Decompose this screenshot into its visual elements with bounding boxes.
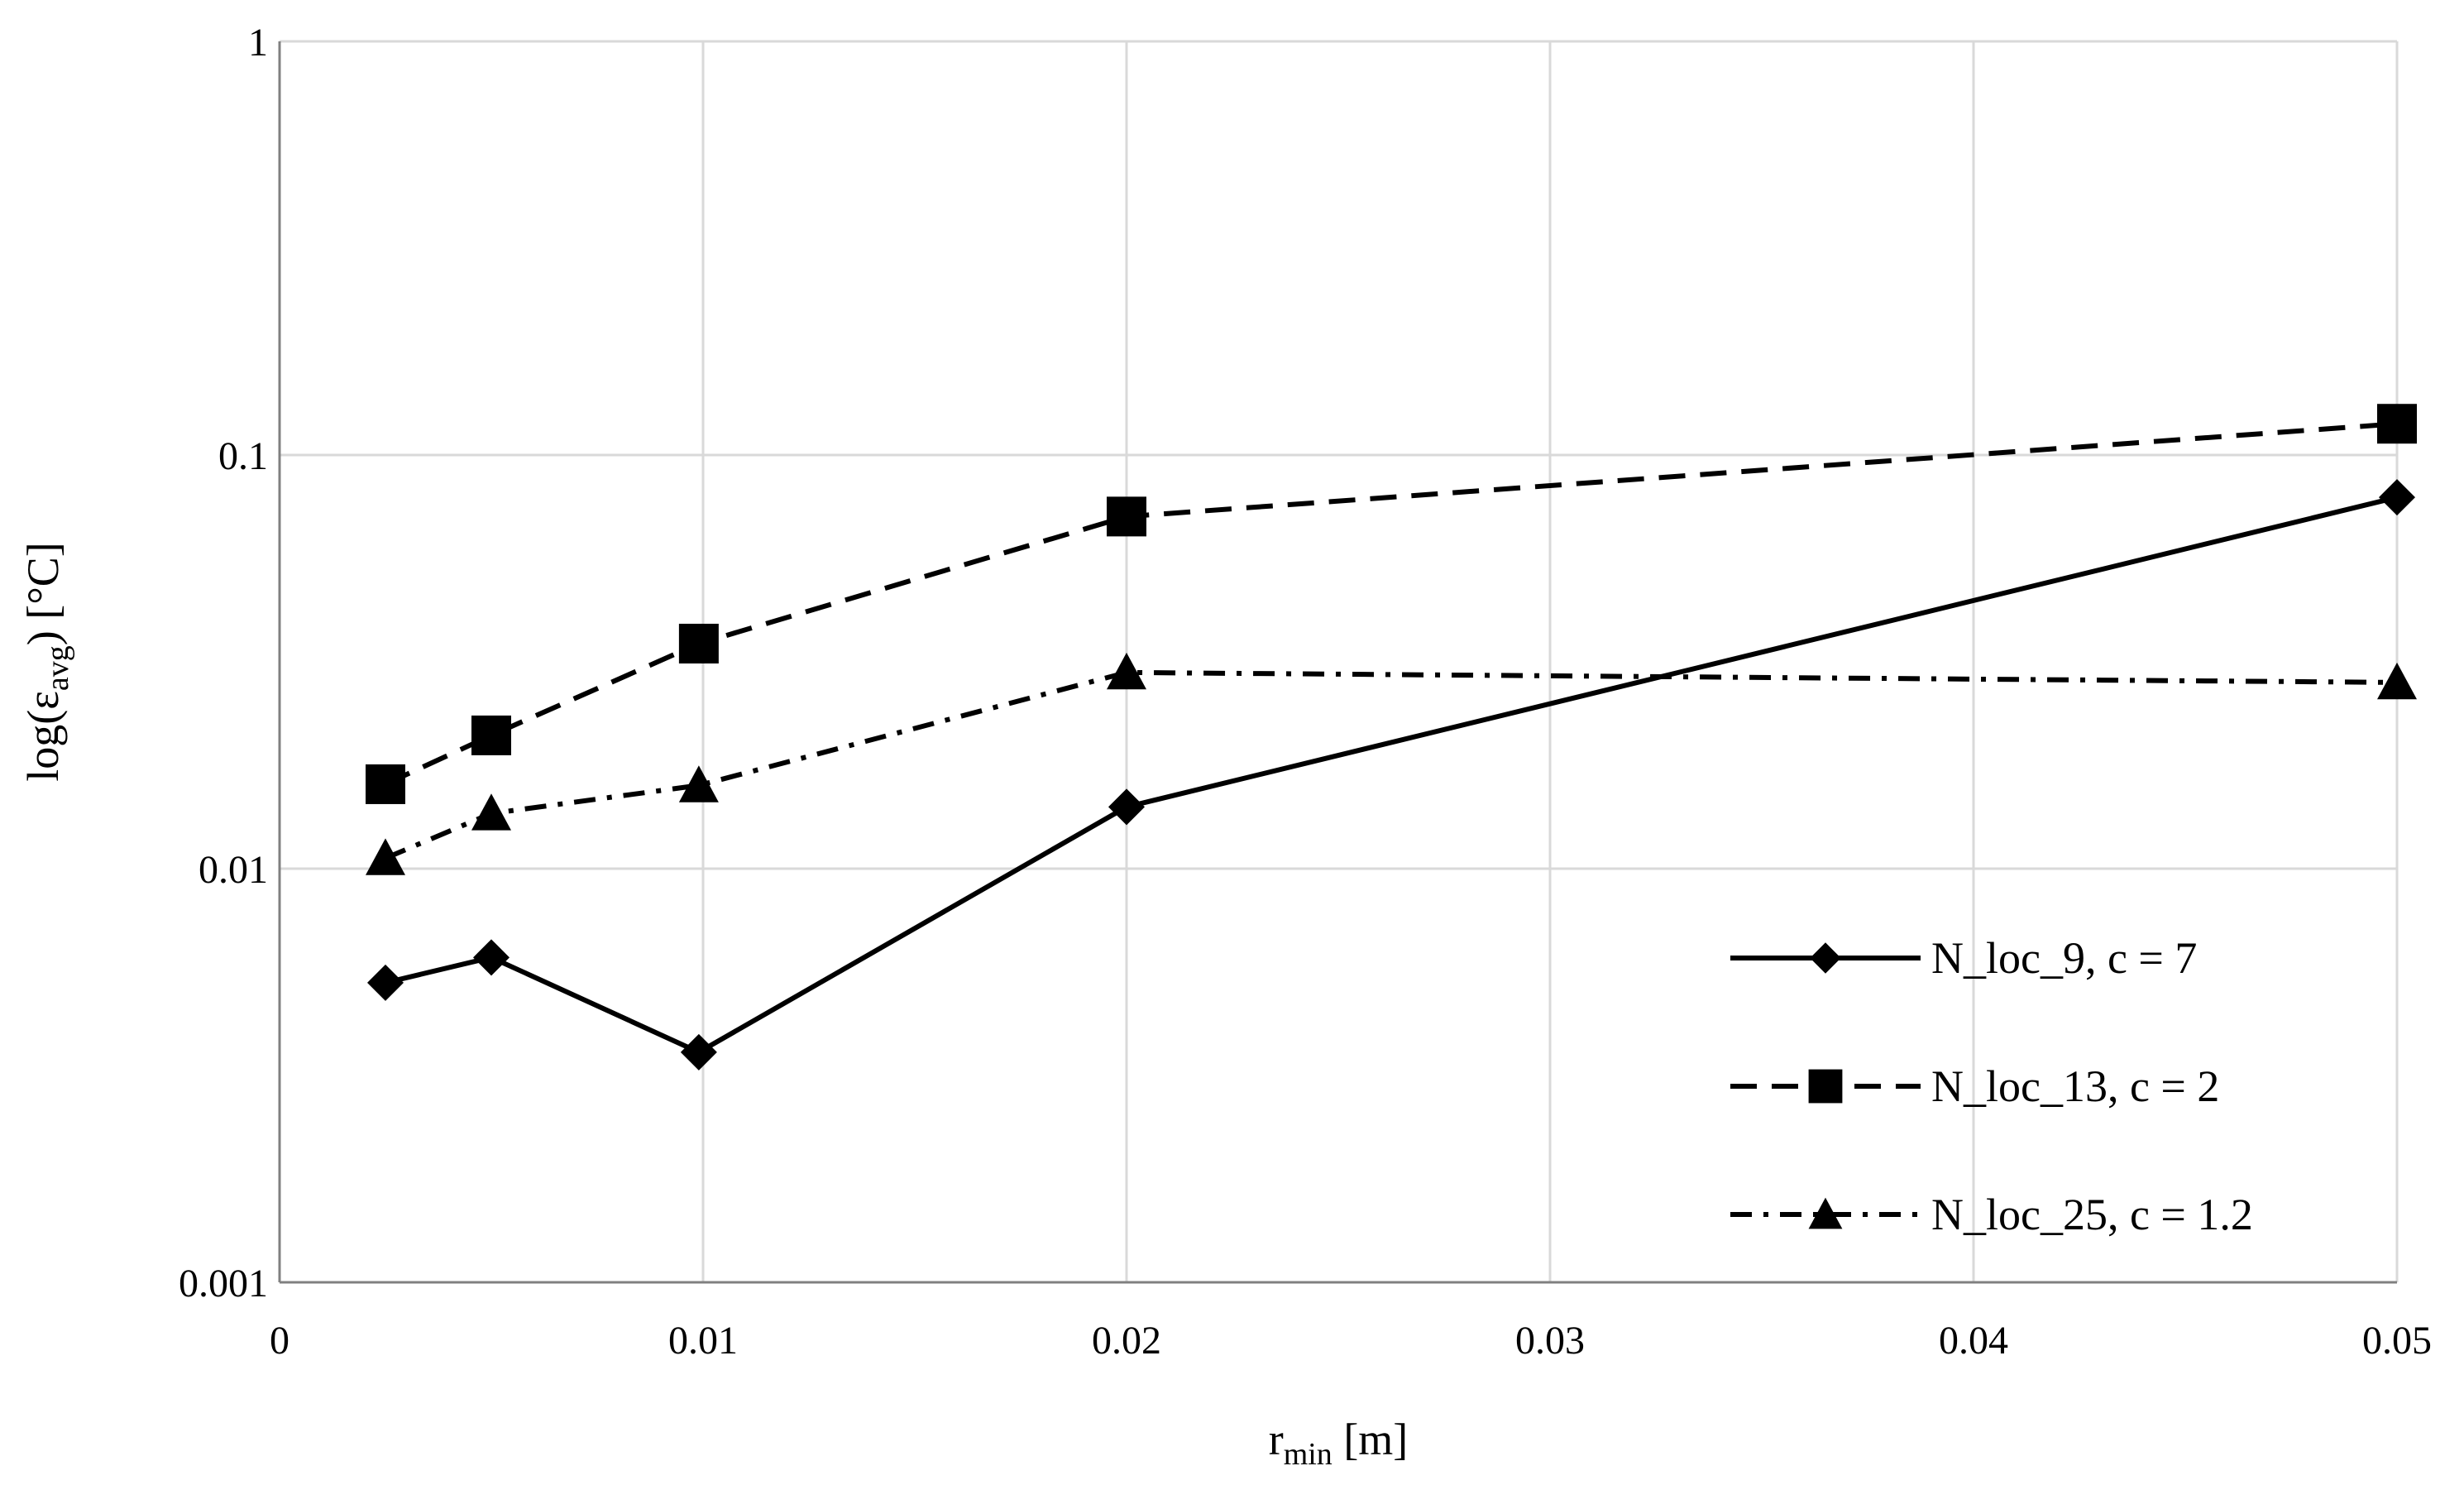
y-axis-label-subscript: avg bbox=[41, 645, 75, 691]
legend-label: N_loc_25, c = 1.2 bbox=[1931, 1190, 2253, 1239]
series-1 bbox=[367, 479, 2415, 1071]
x-tick-label: 0.04 bbox=[1939, 1319, 2008, 1363]
y-tick-label: 1 bbox=[248, 21, 268, 65]
axes: 0.001 0.01 0.1 1 0 0.01 0.02 0.03 0.04 0.05 bbox=[179, 21, 2432, 1363]
axis-labels: rmin [m] log(εavg) [°C] bbox=[18, 542, 1408, 1472]
square-data-point bbox=[366, 764, 405, 804]
legend: N_loc_9, c = 7 N_loc_13, c = 2 N_loc_25, c… bbox=[1730, 933, 2253, 1239]
legend-square-marker bbox=[1808, 1069, 1843, 1104]
series-layer bbox=[366, 404, 2417, 1071]
square-data-point bbox=[1107, 496, 1146, 537]
square-data-point bbox=[471, 715, 511, 755]
y-axis-label: log(εavg) [°C] bbox=[18, 542, 75, 782]
legend-entry: N_loc_13, c = 2 bbox=[1730, 1061, 2219, 1111]
legend-triangle-marker bbox=[1808, 1197, 1843, 1229]
y-tick-label: 0.1 bbox=[218, 434, 268, 478]
x-tick-label: 0.05 bbox=[2362, 1319, 2432, 1363]
diamond-data-point bbox=[367, 964, 404, 1001]
series-2 bbox=[366, 404, 2417, 804]
series-line bbox=[384, 421, 2398, 787]
square-data-point bbox=[678, 623, 719, 663]
x-axis-label: rmin [m] bbox=[1269, 1415, 1409, 1472]
x-axis-label-subscript: min bbox=[1284, 1437, 1332, 1472]
square-data-point bbox=[2377, 404, 2417, 444]
x-tick-label: 0.02 bbox=[1092, 1319, 1161, 1363]
triangle-data-point bbox=[2377, 662, 2417, 700]
legend-label: N_loc_9, c = 7 bbox=[1931, 933, 2197, 983]
diamond-data-point bbox=[473, 939, 510, 976]
x-axis-label-main: r bbox=[1269, 1415, 1284, 1464]
triangle-data-point bbox=[366, 838, 405, 875]
x-tick-label: 0.03 bbox=[1515, 1319, 1585, 1363]
series-line bbox=[384, 669, 2398, 861]
x-axis-label-unit: [m] bbox=[1332, 1415, 1408, 1464]
x-tick-label: 0.01 bbox=[668, 1319, 738, 1363]
triangle-data-point bbox=[678, 765, 719, 802]
legend-entry: N_loc_9, c = 7 bbox=[1730, 933, 2197, 983]
series-3 bbox=[366, 652, 2417, 875]
y-axis-label-main: log(ε bbox=[18, 691, 68, 782]
diamond-data-point bbox=[1108, 788, 1145, 826]
legend-label: N_loc_13, c = 2 bbox=[1931, 1061, 2219, 1111]
triangle-data-point bbox=[1107, 652, 1146, 690]
y-axis-label-unit: ) [°C] bbox=[18, 542, 68, 645]
legend-entry: N_loc_25, c = 1.2 bbox=[1730, 1190, 2253, 1239]
y-tick-label: 0.001 bbox=[179, 1262, 268, 1305]
triangle-data-point bbox=[471, 793, 511, 831]
diamond-data-point bbox=[2379, 479, 2415, 516]
diamond-data-point bbox=[680, 1033, 717, 1071]
x-tick-label: 0 bbox=[270, 1319, 289, 1363]
legend-diamond-marker bbox=[1810, 942, 1841, 974]
y-tick-label: 0.01 bbox=[199, 848, 268, 892]
